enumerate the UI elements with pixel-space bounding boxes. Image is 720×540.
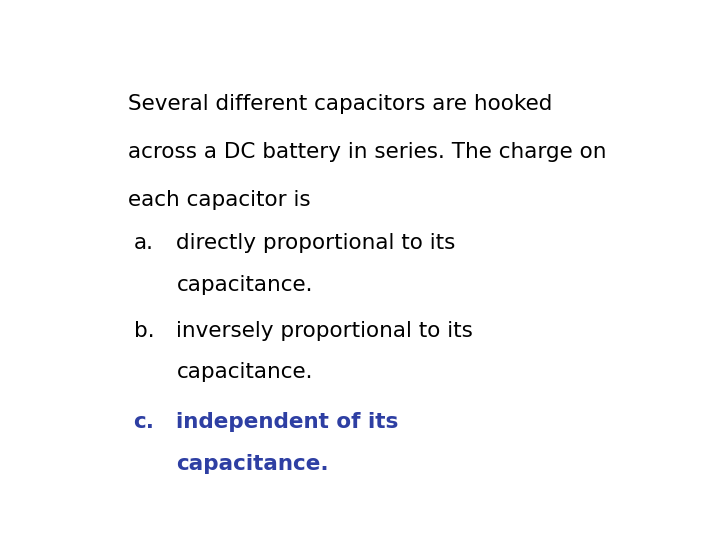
Text: directly proportional to its: directly proportional to its [176, 233, 456, 253]
Text: Several different capacitors are hooked: Several different capacitors are hooked [128, 94, 552, 114]
Text: a.: a. [134, 233, 154, 253]
Text: capacitance.: capacitance. [176, 275, 313, 295]
Text: inversely proportional to its: inversely proportional to its [176, 321, 473, 341]
Text: c.: c. [133, 412, 154, 432]
Text: capacitance.: capacitance. [176, 362, 313, 382]
Text: capacitance.: capacitance. [176, 454, 329, 474]
Text: across a DC battery in series. The charge on: across a DC battery in series. The charg… [128, 141, 606, 161]
Text: each capacitor is: each capacitor is [128, 190, 310, 210]
Text: b.: b. [133, 321, 154, 341]
Text: independent of its: independent of its [176, 412, 399, 432]
